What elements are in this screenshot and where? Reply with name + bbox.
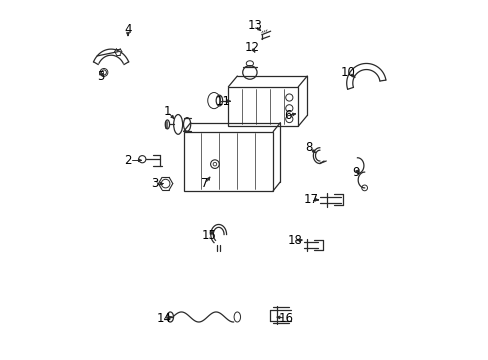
Text: 17: 17 bbox=[303, 193, 318, 206]
Text: 16: 16 bbox=[278, 311, 293, 325]
Text: 2: 2 bbox=[124, 154, 131, 167]
Text: 10: 10 bbox=[340, 66, 355, 79]
Text: 18: 18 bbox=[286, 234, 302, 247]
Bar bbox=[228, 87, 298, 126]
Text: 4: 4 bbox=[124, 23, 131, 36]
Text: 12: 12 bbox=[244, 41, 259, 54]
Text: 1: 1 bbox=[163, 105, 171, 118]
Bar bbox=[183, 132, 273, 191]
Text: 13: 13 bbox=[247, 19, 262, 32]
Text: 14: 14 bbox=[156, 311, 171, 325]
Text: 5: 5 bbox=[97, 69, 104, 82]
Text: 3: 3 bbox=[151, 177, 158, 190]
Text: 7: 7 bbox=[201, 177, 208, 190]
Text: 11: 11 bbox=[215, 95, 230, 108]
Text: 15: 15 bbox=[201, 229, 216, 242]
Text: 9: 9 bbox=[351, 166, 359, 179]
Text: 6: 6 bbox=[283, 109, 291, 122]
Text: 8: 8 bbox=[305, 141, 312, 154]
